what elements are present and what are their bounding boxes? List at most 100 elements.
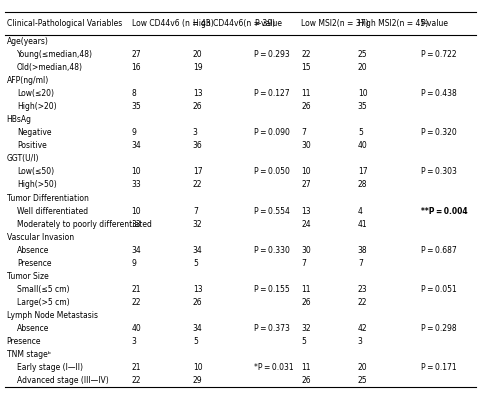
Text: 25: 25 xyxy=(357,376,367,385)
Text: 33: 33 xyxy=(132,220,141,229)
Text: 9: 9 xyxy=(132,259,136,268)
Text: 3: 3 xyxy=(192,128,197,137)
Text: 32: 32 xyxy=(300,324,310,333)
Text: 22: 22 xyxy=(357,298,367,307)
Text: Negative: Negative xyxy=(17,128,51,137)
Text: 11: 11 xyxy=(300,363,310,372)
Text: Age(years): Age(years) xyxy=(7,37,48,46)
Text: Advanced stage (III—IV): Advanced stage (III—IV) xyxy=(17,376,108,385)
Text: 20: 20 xyxy=(357,63,367,72)
Text: High(>20): High(>20) xyxy=(17,102,57,111)
Text: P = 0.722: P = 0.722 xyxy=(420,50,455,59)
Text: P = 0.050: P = 0.050 xyxy=(253,167,289,177)
Text: 23: 23 xyxy=(357,285,367,294)
Text: 26: 26 xyxy=(300,102,310,111)
Text: 5: 5 xyxy=(192,337,197,346)
Text: High(>50): High(>50) xyxy=(17,181,57,190)
Text: 34: 34 xyxy=(192,324,202,333)
Text: 10: 10 xyxy=(132,167,141,177)
Text: Vascular Invasion: Vascular Invasion xyxy=(7,233,73,242)
Text: 3: 3 xyxy=(132,337,136,346)
Text: P = 0.438: P = 0.438 xyxy=(420,89,456,98)
Text: 30: 30 xyxy=(300,141,311,150)
Text: 17: 17 xyxy=(357,167,367,177)
Text: P = 0.155: P = 0.155 xyxy=(253,285,289,294)
Text: Young(≤median,48): Young(≤median,48) xyxy=(17,50,93,59)
Text: 29: 29 xyxy=(192,376,202,385)
Text: HBsAg: HBsAg xyxy=(7,115,32,124)
Text: 28: 28 xyxy=(357,181,367,190)
Text: 22: 22 xyxy=(300,50,310,59)
Text: Presence: Presence xyxy=(7,337,41,346)
Text: Low CD44v6 (n = 43): Low CD44v6 (n = 43) xyxy=(132,19,213,28)
Text: P-value: P-value xyxy=(253,19,282,28)
Text: 26: 26 xyxy=(300,298,310,307)
Text: 36: 36 xyxy=(192,141,202,150)
Text: 9: 9 xyxy=(132,128,136,137)
Text: P-value: P-value xyxy=(420,19,448,28)
Text: 27: 27 xyxy=(300,181,310,190)
Text: *P = 0.031: *P = 0.031 xyxy=(253,363,293,372)
Text: Absence: Absence xyxy=(17,246,49,255)
Text: 26: 26 xyxy=(192,298,202,307)
Text: 17: 17 xyxy=(192,167,202,177)
Text: P = 0.303: P = 0.303 xyxy=(420,167,456,177)
Text: 13: 13 xyxy=(192,89,202,98)
Text: 11: 11 xyxy=(300,285,310,294)
Text: 5: 5 xyxy=(192,259,197,268)
Text: 3: 3 xyxy=(357,337,362,346)
Text: P = 0.554: P = 0.554 xyxy=(253,207,289,216)
Text: 7: 7 xyxy=(192,207,197,216)
Text: 40: 40 xyxy=(132,324,141,333)
Text: 10: 10 xyxy=(300,167,310,177)
Text: Low(≤20): Low(≤20) xyxy=(17,89,54,98)
Text: Absence: Absence xyxy=(17,324,49,333)
Text: 7: 7 xyxy=(357,259,362,268)
Text: Tumor Size: Tumor Size xyxy=(7,272,48,281)
Text: High CD44v6(n = 39): High CD44v6(n = 39) xyxy=(192,19,275,28)
Text: 33: 33 xyxy=(132,181,141,190)
Text: P = 0.330: P = 0.330 xyxy=(253,246,289,255)
Text: Positive: Positive xyxy=(17,141,47,150)
Text: 8: 8 xyxy=(132,89,136,98)
Text: Large(>5 cm): Large(>5 cm) xyxy=(17,298,70,307)
Text: 41: 41 xyxy=(357,220,367,229)
Text: 42: 42 xyxy=(357,324,367,333)
Text: Early stage (I—II): Early stage (I—II) xyxy=(17,363,83,372)
Text: 10: 10 xyxy=(192,363,202,372)
Text: Small(≤5 cm): Small(≤5 cm) xyxy=(17,285,70,294)
Text: P = 0.127: P = 0.127 xyxy=(253,89,289,98)
Text: 27: 27 xyxy=(132,50,141,59)
Text: 38: 38 xyxy=(357,246,367,255)
Text: GGT(U/l): GGT(U/l) xyxy=(7,154,39,164)
Text: Moderately to poorly differentiated: Moderately to poorly differentiated xyxy=(17,220,152,229)
Text: 5: 5 xyxy=(300,337,306,346)
Text: 26: 26 xyxy=(300,376,310,385)
Text: 19: 19 xyxy=(192,63,202,72)
Text: 22: 22 xyxy=(132,298,141,307)
Text: 24: 24 xyxy=(300,220,310,229)
Text: 22: 22 xyxy=(132,376,141,385)
Text: 35: 35 xyxy=(357,102,367,111)
Text: 16: 16 xyxy=(132,63,141,72)
Text: 7: 7 xyxy=(300,128,306,137)
Text: 11: 11 xyxy=(300,89,310,98)
Text: 40: 40 xyxy=(357,141,367,150)
Text: 13: 13 xyxy=(192,285,202,294)
Text: 32: 32 xyxy=(192,220,202,229)
Text: P = 0.293: P = 0.293 xyxy=(253,50,289,59)
Text: 20: 20 xyxy=(357,363,367,372)
Text: Clinical-Pathological Variables: Clinical-Pathological Variables xyxy=(7,19,122,28)
Text: P = 0.090: P = 0.090 xyxy=(253,128,289,137)
Text: Tumor Differentiation: Tumor Differentiation xyxy=(7,194,88,203)
Text: 10: 10 xyxy=(132,207,141,216)
Text: AFP(ng/ml): AFP(ng/ml) xyxy=(7,76,49,85)
Text: TNM stageᵇ: TNM stageᵇ xyxy=(7,350,50,359)
Text: 25: 25 xyxy=(357,50,367,59)
Text: 20: 20 xyxy=(192,50,202,59)
Text: Lymph Node Metastasis: Lymph Node Metastasis xyxy=(7,311,97,320)
Text: 13: 13 xyxy=(300,207,310,216)
Text: P = 0.320: P = 0.320 xyxy=(420,128,456,137)
Text: 4: 4 xyxy=(357,207,362,216)
Text: 35: 35 xyxy=(132,102,141,111)
